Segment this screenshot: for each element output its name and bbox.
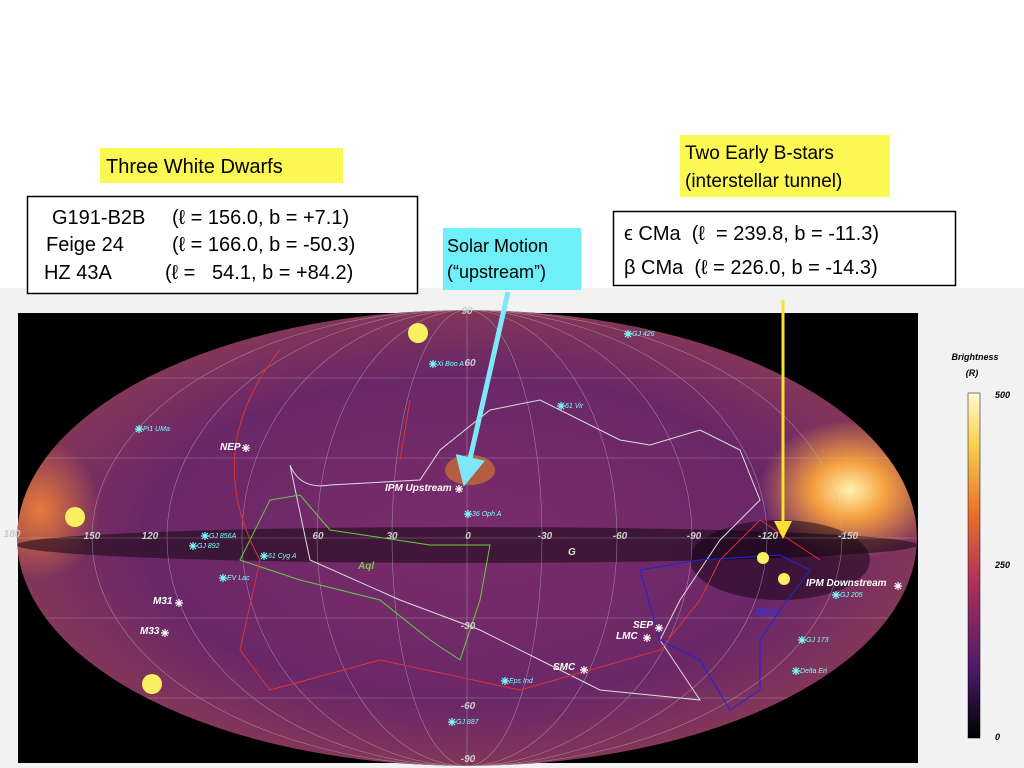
longitude-label: -60: [613, 531, 628, 542]
star-row: β CMa (ℓ = 226.0, b = -14.3): [624, 257, 878, 279]
star-name: HZ 43A: [44, 262, 112, 284]
star-row: ϵ CMa (ℓ = 239.8, b = -11.3): [624, 223, 879, 245]
star-symbol: [135, 425, 143, 433]
sky-map: [17, 310, 917, 766]
star-label: EV Lac: [227, 575, 250, 582]
b-star-marker: [757, 552, 769, 564]
star-name: G191-B2B: [52, 207, 145, 229]
label: Solar Motion: [447, 236, 548, 256]
star-symbol: [189, 542, 197, 550]
longitude-label: 120: [142, 531, 159, 542]
star-symbol: [798, 636, 806, 644]
label-bg: [443, 228, 581, 290]
label: (interstellar tunnel): [685, 171, 842, 192]
latitude-label: 60: [464, 358, 476, 369]
star-label: GJ 892: [197, 543, 220, 550]
star-symbol: [557, 402, 565, 410]
latitude-label: -30: [461, 621, 476, 632]
colorbar-tick: 250: [994, 560, 1010, 570]
latitude-label: 90: [461, 306, 473, 317]
longitude-label: 0: [465, 531, 471, 542]
star-symbol: [580, 666, 588, 674]
label-bg: [100, 148, 343, 183]
region-label: G: [568, 547, 576, 558]
star-label: GJ 426: [632, 331, 655, 338]
star-label: GJ 205: [840, 592, 863, 599]
colorbar: [967, 392, 981, 739]
object-label: IPM Upstream: [385, 483, 452, 494]
object-label: NEP: [220, 442, 241, 453]
white-dwarf-marker: [65, 507, 85, 527]
star-symbol: [832, 591, 840, 599]
longitude-label: 60: [312, 531, 324, 542]
star-coords: (ℓ = 156.0, b = +7.1): [172, 207, 349, 229]
star-symbol: [429, 360, 437, 368]
object-label: M31: [153, 596, 173, 607]
star-symbol: [464, 510, 472, 518]
star-label: GJ 887: [456, 719, 480, 726]
star-symbol: [792, 667, 800, 675]
table-box: [26, 195, 419, 295]
star-symbol: [260, 552, 268, 560]
star-label: Delta Eri: [800, 668, 827, 675]
colorbar-tick: 500: [995, 390, 1010, 400]
star-label: GJ 856A: [209, 533, 237, 540]
star-symbol: [624, 330, 632, 338]
object-label: LMC: [616, 631, 638, 642]
longitude-label: 30: [386, 531, 398, 542]
object-label: IPM Downstream: [806, 578, 887, 589]
star-symbol: [501, 677, 509, 685]
object-label: M33: [140, 626, 160, 637]
star-label: Eps Ind: [509, 678, 534, 685]
star-label: 61 Vir: [565, 403, 584, 410]
star-label: Xi Boo A: [436, 361, 464, 368]
arrow: [455, 291, 511, 487]
latitude-label: -90: [461, 754, 476, 765]
colorbar-unit: (R): [966, 368, 979, 378]
star-symbol: [219, 574, 227, 582]
star-coords: (ℓ = 166.0, b = -50.3): [172, 234, 355, 256]
region-label: Blue: [756, 607, 778, 618]
star-symbol: [894, 582, 902, 590]
b-star-marker: [778, 573, 790, 585]
white-dwarf-marker: [408, 323, 428, 343]
star-coords: (ℓ = 54.1, b = +84.2): [165, 262, 353, 284]
longitude-label: 180: [4, 529, 21, 540]
colorbar-tick: 0: [995, 732, 1000, 742]
label: Three White Dwarfs: [106, 156, 283, 178]
latitude-label: -60: [461, 701, 476, 712]
star-label: 61 Cyg A: [268, 553, 297, 560]
object-label: SMC: [553, 662, 576, 673]
star-symbol: [242, 444, 250, 452]
longitude-label: -150: [838, 531, 858, 542]
star-label: GJ 173: [806, 637, 829, 644]
star-name: Feige 24: [46, 234, 124, 256]
label-bg: [680, 135, 890, 197]
label: (“upstream”): [447, 262, 546, 282]
star-symbol: [455, 485, 463, 493]
longitude-label: -90: [687, 531, 702, 542]
star-symbol: [643, 634, 651, 642]
star-symbol: [448, 718, 456, 726]
longitude-label: 150: [84, 531, 101, 542]
longitude-label: -120: [758, 531, 778, 542]
longitude-label: -30: [538, 531, 553, 542]
star-symbol: [201, 532, 209, 540]
table-box: [612, 210, 957, 287]
star-label: 36 Oph A: [472, 511, 502, 518]
star-label: Pi1 UMa: [143, 426, 170, 433]
star-symbol: [655, 624, 663, 632]
star-symbol: [161, 629, 169, 637]
label: Two Early B-stars: [685, 143, 834, 164]
region-label: Aql: [357, 561, 374, 572]
object-label: SEP: [633, 620, 653, 631]
colorbar-title: Brightness: [951, 352, 998, 362]
star-symbol: [175, 599, 183, 607]
white-dwarf-marker: [142, 674, 162, 694]
